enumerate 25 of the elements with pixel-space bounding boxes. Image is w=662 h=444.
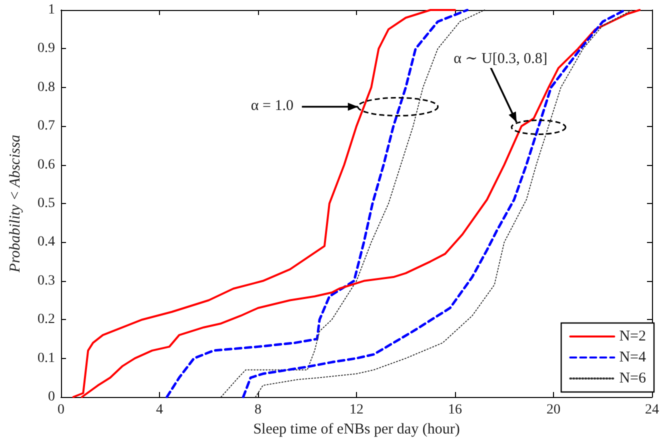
y-tick-label: 0.1 <box>38 350 55 366</box>
y-tick-label: 0.8 <box>38 80 55 95</box>
x-tick-label: 16 <box>448 402 462 418</box>
y-axis-title: Probability < Abscissa <box>8 134 24 274</box>
y-tick-label: 0.7 <box>38 118 55 134</box>
legend-label: N=6 <box>619 370 646 386</box>
y-tick-label: 0.5 <box>38 196 55 211</box>
y-tick-label: 1 <box>48 2 55 18</box>
y-tick-label: 0.9 <box>38 41 55 56</box>
y-tick-label: 0.2 <box>38 312 55 328</box>
legend-label: N=4 <box>619 350 646 366</box>
y-tick-label: 0.3 <box>38 273 55 288</box>
y-tick-label: 0.6 <box>38 157 55 172</box>
x-tick-label: 4 <box>156 402 163 418</box>
x-tick-label: 20 <box>546 402 560 418</box>
x-tick-label: 8 <box>254 402 262 418</box>
y-tick-label: 0 <box>48 390 55 404</box>
y-tick-label: 0.4 <box>38 234 55 250</box>
x-tick-label: 12 <box>350 402 364 418</box>
legend-label: N=2 <box>619 328 646 344</box>
annotation: α ∼ U[0.3, 0.8] <box>452 48 550 68</box>
x-tick-label: 0 <box>58 402 64 418</box>
annotation: α = 1.0 <box>248 98 296 116</box>
x-tick-label: 24 <box>645 402 659 418</box>
x-axis-title: Sleep time of eNBs per day (hour) <box>253 421 460 438</box>
